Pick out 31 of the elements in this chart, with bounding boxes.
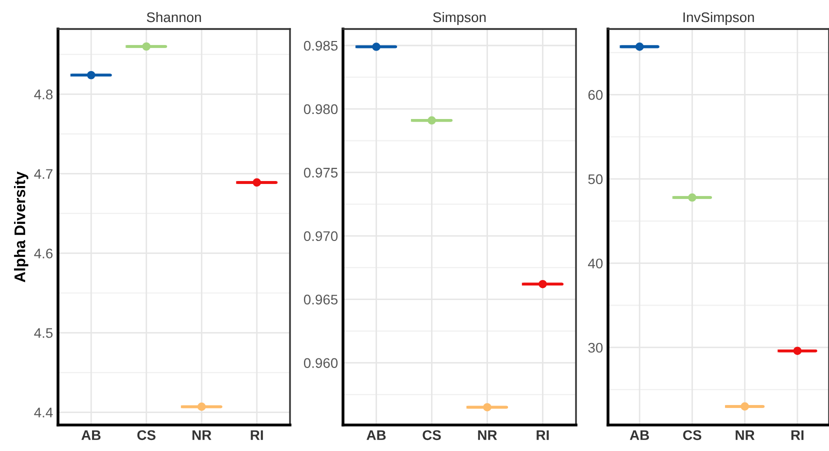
x-tick-label: AB bbox=[630, 430, 649, 440]
x-tick-label: RI bbox=[250, 430, 263, 440]
chart-title: Simpson bbox=[433, 12, 486, 25]
x-tick-label: RI bbox=[536, 430, 549, 440]
x-tick-label: CS bbox=[137, 430, 156, 440]
y-tick-label: 0.970 bbox=[304, 231, 338, 242]
chart-title: Shannon bbox=[146, 12, 201, 22]
y-tick-label: 4.5 bbox=[34, 328, 53, 338]
x-tick-label: AB bbox=[81, 430, 101, 440]
x-tick-label: NR bbox=[736, 430, 755, 440]
x-tick-label: CS bbox=[683, 430, 702, 440]
x-tick-label: NR bbox=[192, 430, 212, 440]
y-tick-label: 0.965 bbox=[304, 294, 338, 305]
y-tick-label: 60 bbox=[588, 90, 603, 100]
y-tick-label: 30 bbox=[588, 342, 603, 353]
y-tick-label: 0.985 bbox=[304, 40, 338, 51]
chart-title: InvSimpson bbox=[684, 12, 754, 25]
y-tick-label: 4.8 bbox=[34, 90, 53, 100]
x-tick-label: AB bbox=[366, 430, 386, 440]
y-tick-label: 0.960 bbox=[304, 358, 338, 368]
y-tick-label: 4.6 bbox=[34, 248, 53, 258]
x-tick-label: RI bbox=[791, 430, 804, 440]
y-axis-title: Alpha Diversity bbox=[14, 171, 28, 282]
y-tick-label: 4.4 bbox=[34, 408, 53, 418]
y-tick-label: 0.975 bbox=[304, 168, 338, 178]
y-tick-label: 40 bbox=[588, 258, 603, 268]
y-tick-label: 0.980 bbox=[304, 104, 338, 114]
y-tick-label: 4.7 bbox=[34, 169, 52, 179]
y-tick-label: 50 bbox=[588, 174, 603, 184]
x-tick-label: NR bbox=[478, 430, 497, 440]
x-tick-label: CS bbox=[422, 430, 441, 440]
